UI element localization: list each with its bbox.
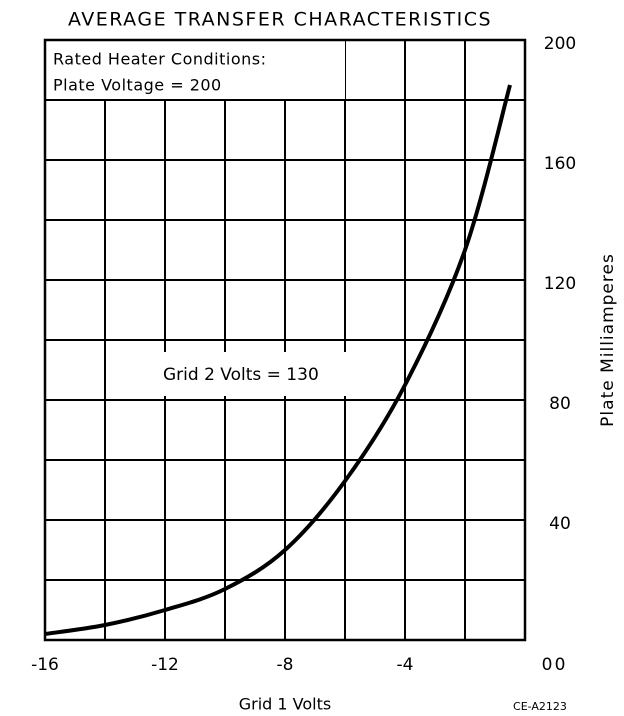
x-tick-label: -4 bbox=[397, 655, 414, 675]
y-tick-label: 80 bbox=[549, 394, 571, 414]
conditions-text: Plate Voltage = 200 bbox=[53, 76, 222, 95]
y-tick-label: 120 bbox=[544, 274, 576, 294]
chart-title: AVERAGE TRANSFER CHARACTERISTICS bbox=[68, 9, 492, 31]
x-tick-label: -12 bbox=[151, 655, 179, 675]
x-axis-label: Grid 1 Volts bbox=[239, 695, 331, 714]
annotation-bg bbox=[157, 352, 377, 396]
y-axis-label: Plate Milliamperes bbox=[598, 253, 618, 427]
plot-frame bbox=[43, 38, 527, 642]
x-tick-label: -16 bbox=[31, 655, 59, 675]
y-tick-label: 160 bbox=[544, 154, 576, 174]
conditions-text: Rated Heater Conditions: bbox=[53, 50, 266, 69]
annotation: Grid 2 Volts = 130 bbox=[163, 365, 319, 385]
figure-code: CE-A2123 bbox=[513, 700, 567, 713]
conditions-box bbox=[46, 41, 345, 99]
y-tick-label: 40 bbox=[549, 514, 571, 534]
y-tick-label: 200 bbox=[544, 34, 576, 54]
x-tick-label: 0 bbox=[542, 655, 553, 675]
x-tick-label: -8 bbox=[277, 655, 294, 675]
curve bbox=[44, 84, 512, 636]
y-tick-label: 0 bbox=[555, 655, 566, 675]
